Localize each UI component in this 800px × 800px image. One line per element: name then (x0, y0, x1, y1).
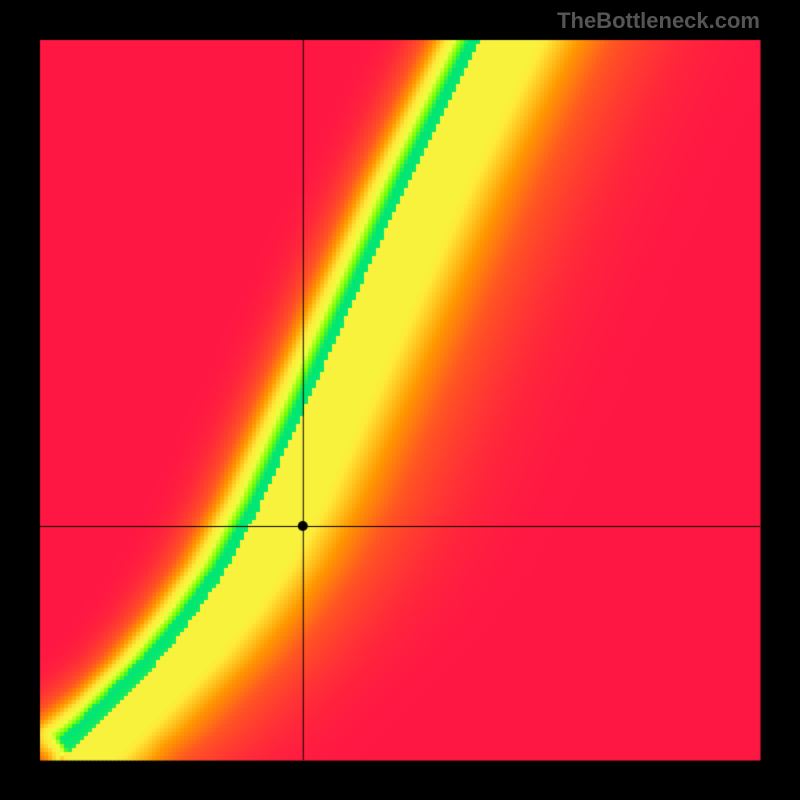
bottleneck-heatmap (0, 0, 800, 800)
chart-container: TheBottleneck.com (0, 0, 800, 800)
watermark-text: TheBottleneck.com (557, 8, 760, 34)
